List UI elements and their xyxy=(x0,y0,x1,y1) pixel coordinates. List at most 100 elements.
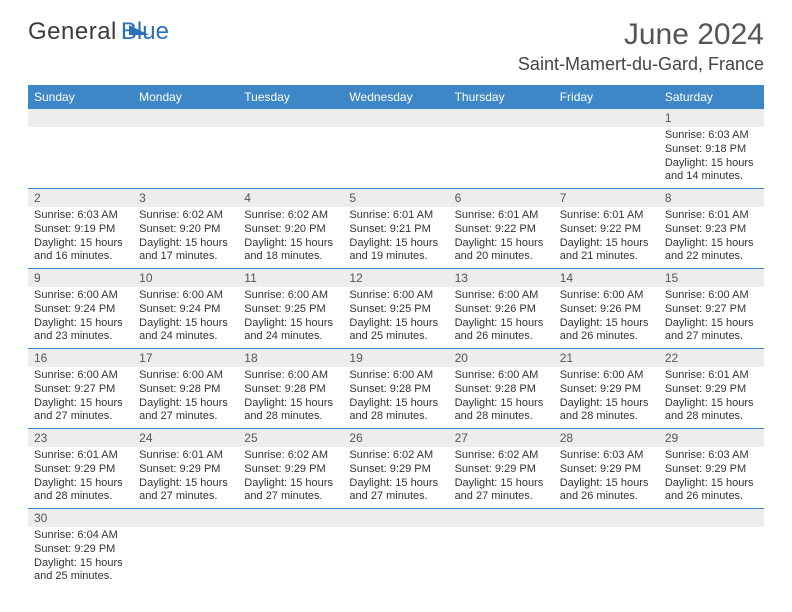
day-line: Sunrise: 6:03 AM xyxy=(665,129,758,143)
day-line: Sunset: 9:27 PM xyxy=(665,303,758,317)
weekday-header: Sunday xyxy=(28,85,133,109)
day-number xyxy=(449,509,554,527)
calendar-day: 19Sunrise: 6:00 AMSunset: 9:28 PMDayligh… xyxy=(343,349,448,429)
day-line: Sunrise: 6:02 AM xyxy=(455,449,548,463)
day-line: and 14 minutes. xyxy=(665,170,758,184)
day-body: Sunrise: 6:03 AMSunset: 9:29 PMDaylight:… xyxy=(554,447,659,508)
day-number: 26 xyxy=(343,429,448,447)
brand-part1: General xyxy=(28,18,117,46)
calendar-day xyxy=(238,109,343,189)
day-number: 13 xyxy=(449,269,554,287)
calendar-day: 10Sunrise: 6:00 AMSunset: 9:24 PMDayligh… xyxy=(133,269,238,349)
day-line: Sunrise: 6:03 AM xyxy=(665,449,758,463)
day-line: Sunset: 9:29 PM xyxy=(560,463,653,477)
calendar-day xyxy=(343,109,448,189)
day-line: and 17 minutes. xyxy=(139,250,232,264)
calendar-day: 21Sunrise: 6:00 AMSunset: 9:29 PMDayligh… xyxy=(554,349,659,429)
month-title: June 2024 xyxy=(518,18,764,52)
day-body: Sunrise: 6:01 AMSunset: 9:22 PMDaylight:… xyxy=(449,207,554,268)
day-body xyxy=(554,527,659,583)
day-body xyxy=(238,127,343,183)
day-number: 19 xyxy=(343,349,448,367)
day-line: and 27 minutes. xyxy=(349,490,442,504)
day-line: and 27 minutes. xyxy=(244,490,337,504)
day-number: 16 xyxy=(28,349,133,367)
day-line: and 28 minutes. xyxy=(244,410,337,424)
day-number: 6 xyxy=(449,189,554,207)
day-line: Daylight: 15 hours xyxy=(665,397,758,411)
day-body: Sunrise: 6:03 AMSunset: 9:18 PMDaylight:… xyxy=(659,127,764,188)
day-body: Sunrise: 6:00 AMSunset: 9:26 PMDaylight:… xyxy=(554,287,659,348)
day-line: and 18 minutes. xyxy=(244,250,337,264)
day-number: 8 xyxy=(659,189,764,207)
day-line: Sunrise: 6:00 AM xyxy=(560,369,653,383)
day-number xyxy=(449,109,554,127)
calendar-head: SundayMondayTuesdayWednesdayThursdayFrid… xyxy=(28,85,764,109)
day-line: Sunrise: 6:00 AM xyxy=(139,289,232,303)
day-line: Sunrise: 6:02 AM xyxy=(139,209,232,223)
day-number: 4 xyxy=(238,189,343,207)
day-line: Daylight: 15 hours xyxy=(455,317,548,331)
day-number: 9 xyxy=(28,269,133,287)
day-line: and 23 minutes. xyxy=(34,330,127,344)
day-line: Sunset: 9:29 PM xyxy=(349,463,442,477)
day-line: Daylight: 15 hours xyxy=(349,317,442,331)
calendar-day: 22Sunrise: 6:01 AMSunset: 9:29 PMDayligh… xyxy=(659,349,764,429)
day-line: Daylight: 15 hours xyxy=(244,317,337,331)
day-body: Sunrise: 6:00 AMSunset: 9:25 PMDaylight:… xyxy=(343,287,448,348)
day-line: and 19 minutes. xyxy=(349,250,442,264)
calendar-week: 16Sunrise: 6:00 AMSunset: 9:27 PMDayligh… xyxy=(28,349,764,429)
day-line: Sunset: 9:29 PM xyxy=(560,383,653,397)
day-line: Sunrise: 6:01 AM xyxy=(665,209,758,223)
day-line: Sunrise: 6:00 AM xyxy=(455,289,548,303)
day-line: Sunset: 9:28 PM xyxy=(244,383,337,397)
day-body: Sunrise: 6:00 AMSunset: 9:28 PMDaylight:… xyxy=(449,367,554,428)
weekday-header: Wednesday xyxy=(343,85,448,109)
day-number: 15 xyxy=(659,269,764,287)
day-number: 20 xyxy=(449,349,554,367)
calendar-day: 6Sunrise: 6:01 AMSunset: 9:22 PMDaylight… xyxy=(449,189,554,269)
weekday-header: Saturday xyxy=(659,85,764,109)
weekday-header: Tuesday xyxy=(238,85,343,109)
day-line: Sunrise: 6:00 AM xyxy=(665,289,758,303)
day-line: Sunset: 9:25 PM xyxy=(349,303,442,317)
day-line: Sunset: 9:28 PM xyxy=(455,383,548,397)
day-line: Sunrise: 6:01 AM xyxy=(665,369,758,383)
day-line: Daylight: 15 hours xyxy=(34,477,127,491)
day-line: and 27 minutes. xyxy=(455,490,548,504)
day-body: Sunrise: 6:04 AMSunset: 9:29 PMDaylight:… xyxy=(28,527,133,588)
day-number: 12 xyxy=(343,269,448,287)
day-line: and 28 minutes. xyxy=(665,410,758,424)
day-line: Sunset: 9:24 PM xyxy=(139,303,232,317)
day-number: 2 xyxy=(28,189,133,207)
day-line: Daylight: 15 hours xyxy=(244,397,337,411)
calendar-day: 20Sunrise: 6:00 AMSunset: 9:28 PMDayligh… xyxy=(449,349,554,429)
day-number xyxy=(133,509,238,527)
day-line: Daylight: 15 hours xyxy=(349,477,442,491)
day-line: and 25 minutes. xyxy=(34,570,127,584)
day-line: Sunrise: 6:01 AM xyxy=(455,209,548,223)
calendar-body: 1Sunrise: 6:03 AMSunset: 9:18 PMDaylight… xyxy=(28,109,764,588)
day-body: Sunrise: 6:01 AMSunset: 9:23 PMDaylight:… xyxy=(659,207,764,268)
day-number: 23 xyxy=(28,429,133,447)
day-line: Sunrise: 6:00 AM xyxy=(560,289,653,303)
calendar-day: 24Sunrise: 6:01 AMSunset: 9:29 PMDayligh… xyxy=(133,429,238,509)
day-line: Sunset: 9:26 PM xyxy=(455,303,548,317)
calendar-day: 4Sunrise: 6:02 AMSunset: 9:20 PMDaylight… xyxy=(238,189,343,269)
day-line: Sunrise: 6:01 AM xyxy=(34,449,127,463)
day-line: Sunset: 9:26 PM xyxy=(560,303,653,317)
calendar-day: 30Sunrise: 6:04 AMSunset: 9:29 PMDayligh… xyxy=(28,509,133,589)
day-line: Daylight: 15 hours xyxy=(349,397,442,411)
day-line: Sunrise: 6:00 AM xyxy=(34,289,127,303)
day-number: 3 xyxy=(133,189,238,207)
day-number xyxy=(554,509,659,527)
day-line: Sunrise: 6:00 AM xyxy=(455,369,548,383)
day-body: Sunrise: 6:01 AMSunset: 9:21 PMDaylight:… xyxy=(343,207,448,268)
calendar-day xyxy=(449,509,554,589)
day-line: Sunset: 9:28 PM xyxy=(349,383,442,397)
day-body xyxy=(238,527,343,583)
day-line: Sunrise: 6:03 AM xyxy=(34,209,127,223)
calendar-day: 1Sunrise: 6:03 AMSunset: 9:18 PMDaylight… xyxy=(659,109,764,189)
day-body xyxy=(28,127,133,183)
day-line: and 28 minutes. xyxy=(349,410,442,424)
